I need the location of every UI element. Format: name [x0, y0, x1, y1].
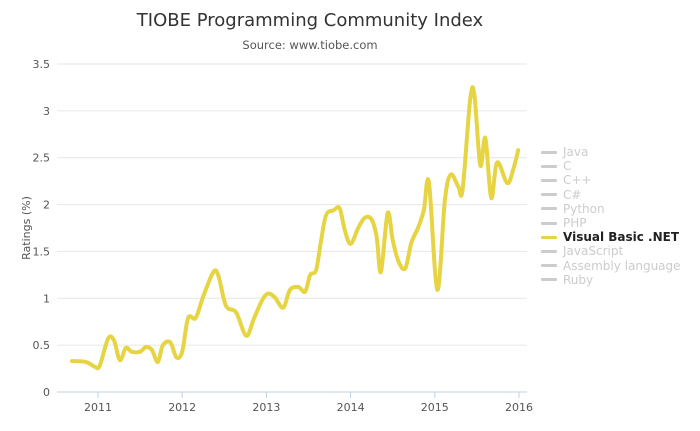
series-line-visual-basic-net[interactable]	[69, 85, 521, 371]
y-tick-label: 2.5	[33, 152, 51, 165]
legend-symbol-icon	[541, 249, 557, 253]
legend-label: Java	[563, 145, 589, 160]
chart-title: TIOBE Programming Community Index	[136, 10, 484, 31]
y-tick-label: 1	[43, 292, 50, 305]
legend-label: Python	[563, 201, 605, 216]
legend-symbol-icon	[541, 164, 557, 168]
legend-item-visual-basic-net[interactable]: Visual Basic .NET	[541, 230, 681, 244]
y-axis-label: Ratings (%)	[20, 196, 33, 260]
x-tick-label: 2011	[84, 401, 112, 414]
legend-item-c[interactable]: C#	[541, 188, 681, 202]
legend-item-c[interactable]: C	[541, 159, 681, 173]
legend-item-ruby[interactable]: Ruby	[541, 273, 681, 287]
x-tick-label: 2013	[252, 401, 280, 414]
y-tick-label: 0.5	[33, 339, 51, 352]
legend-label: C++	[563, 173, 592, 188]
legend-item-php[interactable]: PHP	[541, 216, 681, 230]
legend-label: Assembly language	[563, 258, 681, 273]
legend-symbol-icon	[541, 235, 557, 239]
y-tick-label: 0	[43, 386, 50, 399]
chart-subtitle: Source: www.tiobe.com	[242, 38, 378, 52]
legend-label: Visual Basic .NET	[563, 230, 680, 245]
legend-symbol-icon	[541, 278, 557, 282]
legend-symbol-icon	[541, 193, 557, 197]
y-tick-label: 2	[43, 199, 50, 212]
x-tick-label: 2012	[168, 401, 196, 414]
legend-symbol-icon	[541, 207, 557, 211]
y-tick-label: 3.5	[33, 58, 51, 71]
legend-item-python[interactable]: Python	[541, 202, 681, 216]
chart-legend: Java C C++ C# Python PHP Visual Basic .NET Java…	[541, 145, 681, 287]
legend-label: Ruby	[563, 272, 594, 287]
x-tick-label: 2014	[337, 401, 365, 414]
legend-symbol-icon	[541, 264, 557, 268]
y-tick-label: 1.5	[33, 245, 51, 258]
legend-label: C#	[563, 187, 582, 202]
legend-item-java[interactable]: Java	[541, 145, 681, 159]
legend-symbol-icon	[541, 150, 557, 154]
legend-item-javascript[interactable]: JavaScript	[541, 244, 681, 258]
legend-item-c[interactable]: C++	[541, 173, 681, 187]
legend-item-assembly-language[interactable]: Assembly language	[541, 259, 681, 273]
legend-label: JavaScript	[563, 244, 624, 259]
legend-label: C	[563, 159, 572, 174]
x-tick-label: 2016	[505, 401, 533, 414]
legend-label: PHP	[563, 216, 587, 231]
y-tick-label: 3	[43, 105, 50, 118]
legend-symbol-icon	[541, 178, 557, 182]
x-tick-label: 2015	[421, 401, 449, 414]
legend-symbol-icon	[541, 221, 557, 225]
